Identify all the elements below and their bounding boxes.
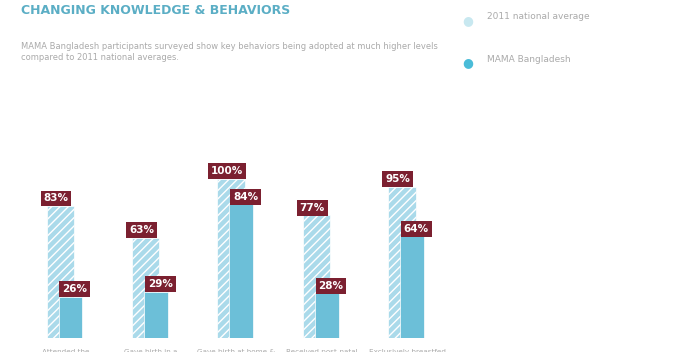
Text: 63%: 63% [129,225,154,235]
Text: Gave birth at home &
reported using a safe
delivery kit: Gave birth at home & reported using a sa… [197,349,275,352]
Text: Gave birth in a
health facility: Gave birth in a health facility [124,349,178,352]
Text: MAMA Bangladesh: MAMA Bangladesh [486,55,570,64]
Bar [59,296,83,338]
Text: ●: ● [462,56,473,69]
Text: 95%: 95% [385,174,410,184]
Text: Received post-natal
care within 48 hours
of giving birth: Received post-natal care within 48 hours… [285,349,358,352]
Text: 2011 national average: 2011 national average [486,12,589,21]
Text: CHANGING KNOWLEDGE & BEHAVIORS: CHANGING KNOWLEDGE & BEHAVIORS [21,4,290,17]
Text: MAMA Bangladesh participants surveyed show key behaviors being adopted at much h: MAMA Bangladesh participants surveyed sh… [21,42,438,62]
Bar [389,187,416,338]
Text: 84%: 84% [233,192,258,202]
Bar [230,204,253,338]
Bar [132,238,160,338]
Text: Exclusively breastfed
their babies up to
6 months: Exclusively breastfed their babies up to… [368,349,445,352]
Bar [47,206,74,338]
Text: 64%: 64% [404,224,429,234]
Bar [303,215,330,338]
Text: 26%: 26% [62,284,88,294]
Text: 83%: 83% [43,194,69,203]
Text: 77%: 77% [300,203,325,213]
Bar [144,292,168,338]
Text: ●: ● [462,14,473,27]
Bar [315,293,339,338]
Text: 100%: 100% [211,166,243,176]
Bar [400,236,424,338]
Text: 28%: 28% [318,281,344,291]
Bar [218,179,245,338]
Text: 29%: 29% [148,279,173,289]
Text: Attended the
recommended four
antenatal care visits: Attended the recommended four antenatal … [29,349,102,352]
